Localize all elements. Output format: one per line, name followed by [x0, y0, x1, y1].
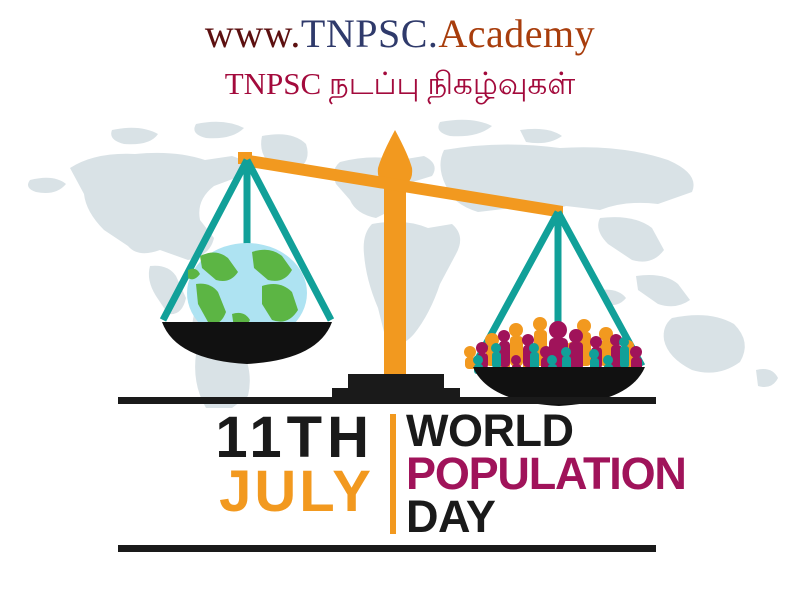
earth-globe-icon: [187, 243, 307, 343]
title-line-world: WORLD: [406, 405, 574, 456]
site-title-part-tnpsc: TNPSC.: [300, 11, 439, 56]
balance-scale-illustration: [159, 130, 646, 406]
site-title: www.TNPSC.Academy: [0, 14, 800, 54]
title-line-day: DAY: [406, 491, 496, 542]
header: www.TNPSC.Academy TNPSC நடப்பு நிகழ்வுகள…: [0, 0, 800, 101]
scale-left-pan: [162, 322, 332, 364]
title-line-population: POPULATION: [406, 448, 687, 499]
divider-rule-top: [118, 397, 656, 404]
date-block: 11TH JULY: [118, 404, 386, 521]
scale-pillar: [384, 170, 406, 392]
divider-rule-bottom: [118, 545, 656, 552]
vertical-divider-bar: [390, 414, 396, 534]
poster-title-lockup: 11TH JULY WORLD POPULATION DAY: [118, 404, 687, 544]
scale-finial-icon: [377, 130, 413, 188]
site-title-part-academy: Academy: [438, 11, 596, 56]
event-title-block: WORLD POPULATION DAY: [406, 404, 687, 542]
date-month: JULY: [219, 458, 374, 524]
artwork-stage: 11TH JULY WORLD POPULATION DAY: [0, 108, 800, 600]
date-number: 11TH: [215, 405, 374, 470]
site-subtitle-tamil: TNPSC நடப்பு நிகழ்வுகள்: [224, 66, 576, 101]
crowd-of-people-icon: [464, 317, 642, 374]
site-title-part-www: www.: [204, 11, 301, 56]
scale-right-pan: [473, 367, 645, 406]
